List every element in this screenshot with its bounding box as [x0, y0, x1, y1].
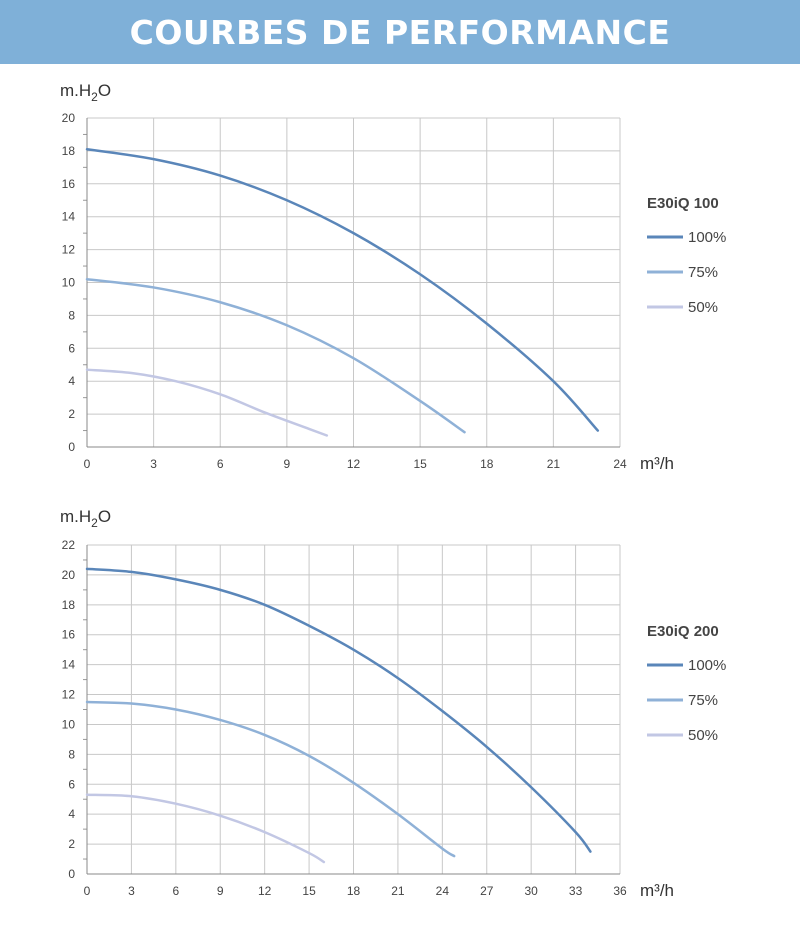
series-line-100pct [85, 567, 592, 853]
x-tick-label: 33 [569, 884, 583, 898]
y-tick-label: 4 [68, 374, 75, 388]
series-line-75pct [85, 700, 456, 858]
x-tick-label: 6 [217, 457, 224, 471]
x-axis-label: m³/h [640, 454, 674, 473]
legend-entry: 50% [688, 727, 718, 744]
y-tick-label: 14 [62, 658, 76, 672]
x-tick-label: 3 [150, 457, 157, 471]
y-axis-label: m.H2O [60, 507, 111, 530]
y-tick-label: 4 [68, 807, 75, 821]
x-tick-label: 21 [391, 884, 405, 898]
y-tick-label: 10 [62, 717, 76, 731]
y-tick-label: 20 [62, 568, 76, 582]
x-axis-label: m³/h [640, 881, 674, 900]
x-tick-label: 27 [480, 884, 494, 898]
series-line-75pct [85, 277, 466, 434]
y-axis-label: m.H2O [60, 81, 111, 104]
y-tick-label: 0 [68, 440, 75, 454]
legend-entry: 50% [688, 299, 718, 316]
legend-title: E30iQ 100 [647, 195, 719, 212]
series-line-100pct [85, 148, 600, 432]
x-tick-label: 12 [258, 884, 272, 898]
legend-entry: 75% [688, 692, 718, 709]
y-tick-label: 8 [68, 747, 75, 761]
x-tick-label: 0 [84, 457, 91, 471]
series-line-50pct [85, 793, 326, 864]
legend-entry: 100% [688, 229, 726, 246]
x-tick-label: 0 [84, 884, 91, 898]
y-tick-label: 6 [68, 777, 75, 791]
y-tick-label: 2 [68, 837, 75, 851]
y-tick-label: 20 [62, 111, 76, 125]
y-tick-label: 8 [68, 308, 75, 322]
x-tick-label: 30 [524, 884, 538, 898]
x-tick-label: 9 [217, 884, 224, 898]
x-tick-label: 9 [284, 457, 291, 471]
y-tick-label: 18 [62, 598, 76, 612]
y-tick-label: 2 [68, 407, 75, 421]
page-title: COURBES DE PERFORMANCE [129, 12, 671, 52]
x-tick-label: 24 [613, 457, 627, 471]
y-tick-label: 12 [62, 688, 76, 702]
y-tick-label: 0 [68, 867, 75, 881]
x-tick-label: 15 [302, 884, 316, 898]
y-tick-label: 10 [62, 276, 76, 290]
y-tick-label: 14 [62, 210, 76, 224]
x-tick-label: 3 [128, 884, 135, 898]
legend-entry: 100% [688, 657, 726, 674]
y-tick-label: 6 [68, 341, 75, 355]
legend-title: E30iQ 200 [647, 623, 719, 640]
x-tick-label: 24 [436, 884, 450, 898]
x-tick-label: 18 [347, 884, 361, 898]
x-tick-label: 36 [613, 884, 627, 898]
x-tick-label: 6 [172, 884, 179, 898]
x-tick-label: 21 [547, 457, 561, 471]
x-tick-label: 18 [480, 457, 494, 471]
y-tick-label: 16 [62, 177, 76, 191]
y-tick-label: 18 [62, 144, 76, 158]
legend-entry: 75% [688, 264, 718, 281]
x-tick-label: 12 [347, 457, 361, 471]
series-line-50pct [85, 368, 329, 437]
y-tick-label: 22 [62, 538, 76, 552]
y-tick-label: 16 [62, 628, 76, 642]
header-banner: COURBES DE PERFORMANCE [0, 0, 800, 64]
y-tick-label: 12 [62, 243, 76, 257]
x-tick-label: 15 [413, 457, 427, 471]
